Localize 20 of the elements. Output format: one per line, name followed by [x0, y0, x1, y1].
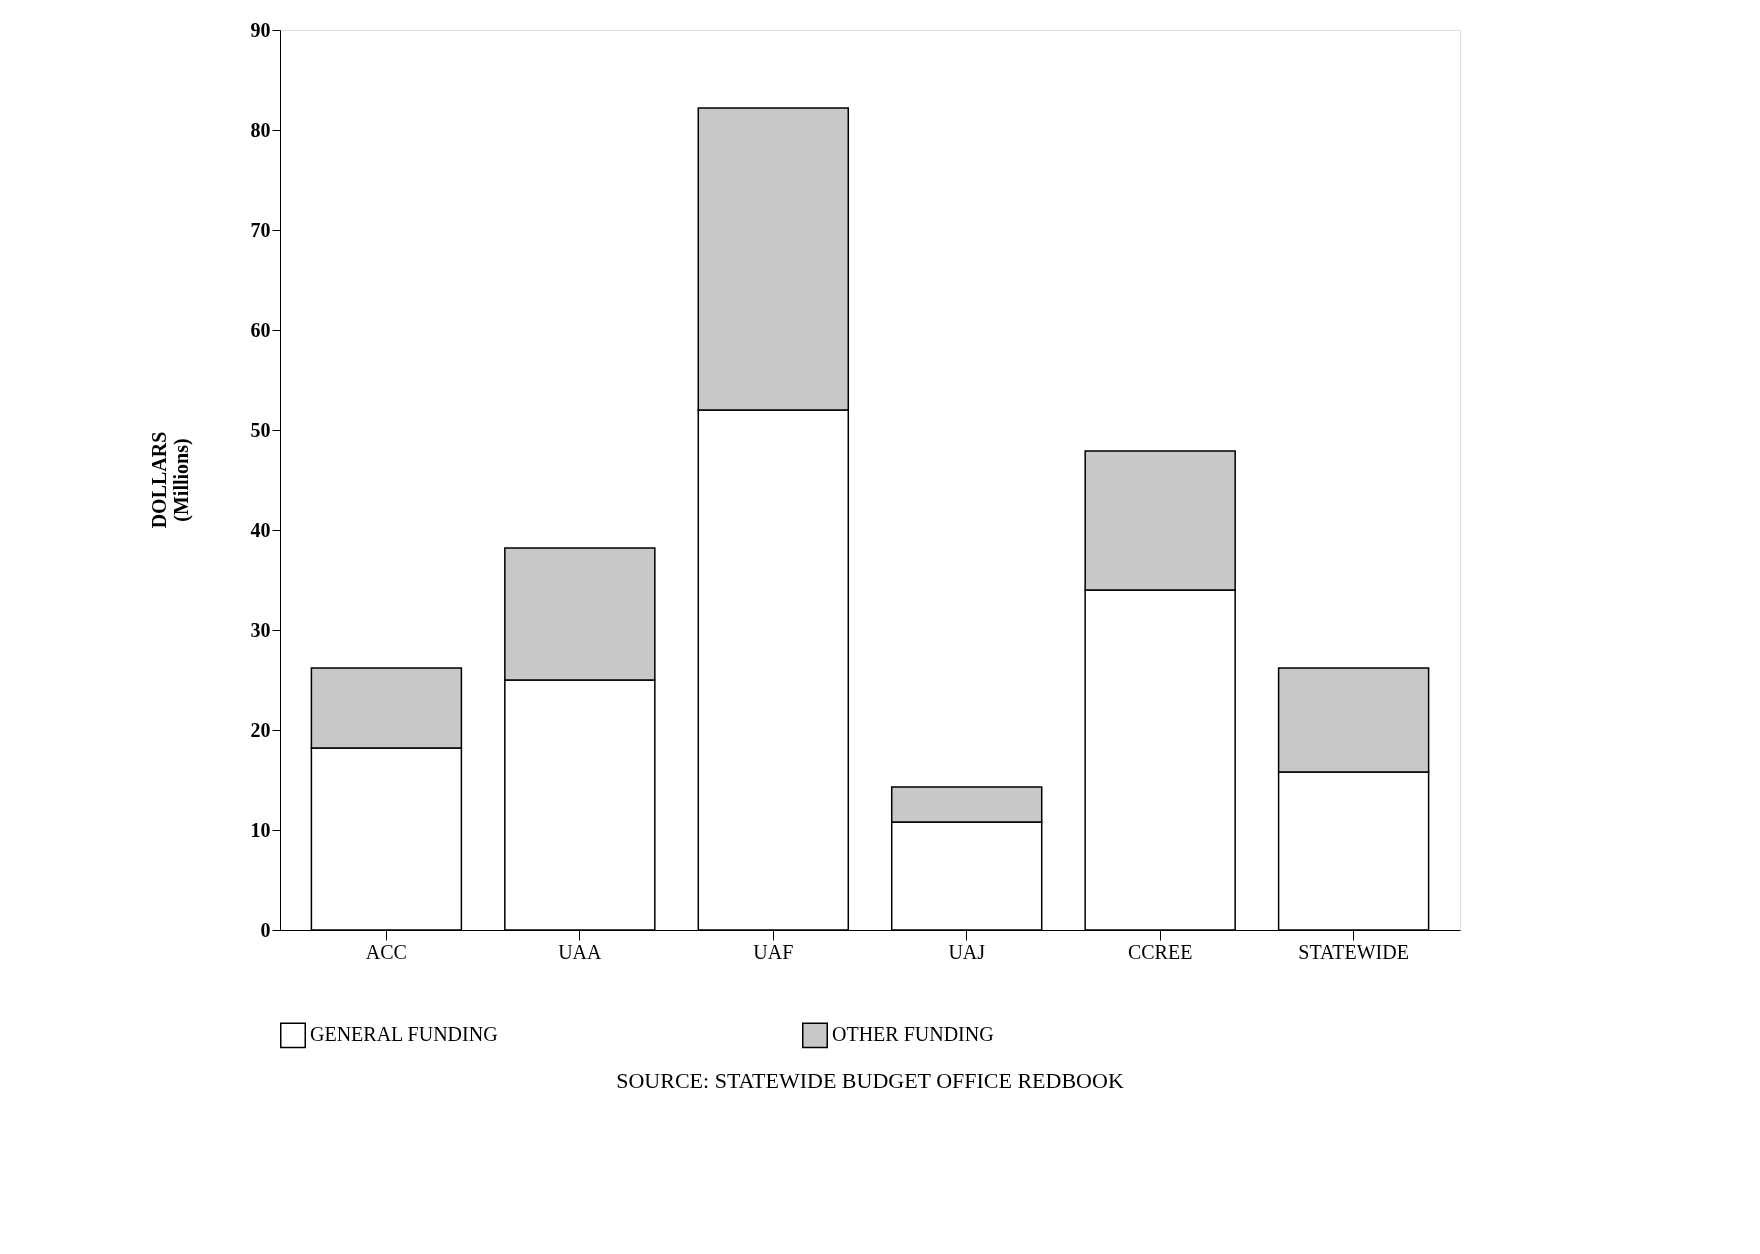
- legend-label: GENERAL FUNDING: [310, 1023, 498, 1046]
- legend-label: OTHER FUNDING: [832, 1023, 994, 1046]
- x-tick-label: UAF: [753, 940, 794, 963]
- source-note: SOURCE: STATEWIDE BUDGET OFFICE REDBOOK: [616, 1068, 1124, 1093]
- y-tick-label: 30: [250, 618, 271, 641]
- y-axis-title: DOLLARS (Millions): [148, 431, 193, 529]
- y-tick-label: 70: [250, 218, 271, 241]
- y-tick-label: 0: [260, 918, 271, 941]
- y-tick-label: 80: [250, 118, 271, 141]
- y-tick-label: 90: [250, 18, 271, 41]
- x-tick-label: CCREE: [1127, 940, 1193, 963]
- x-tick-label: UAJ: [948, 940, 986, 963]
- y-tick-label: 50: [250, 418, 271, 441]
- x-tick-label: UAA: [558, 940, 603, 963]
- y-tick-label: 40: [250, 518, 271, 541]
- x-tick-label: ACC: [365, 940, 407, 963]
- y-tick-label: 10: [250, 818, 271, 841]
- y-tick-label: 20: [250, 718, 271, 741]
- x-tick-label: STATEWIDE: [1298, 940, 1409, 963]
- y-tick-label: 60: [250, 318, 271, 341]
